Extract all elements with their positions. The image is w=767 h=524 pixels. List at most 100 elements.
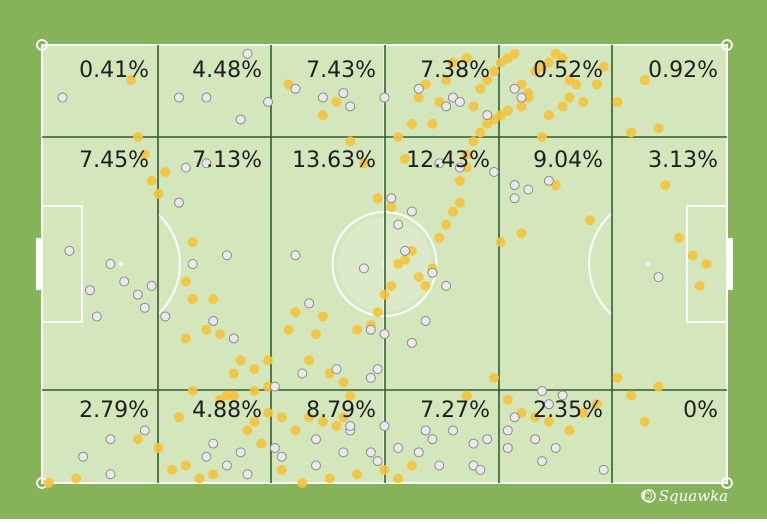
touch-dot-grey: [400, 245, 411, 256]
touch-dot-grey: [406, 206, 417, 217]
touch-dot-yellow: [249, 386, 260, 397]
zone-percentage-label: 2.35%: [533, 398, 603, 423]
touch-dot-yellow: [194, 473, 205, 484]
touch-dot-grey: [420, 425, 431, 436]
touch-dot-grey: [84, 285, 95, 296]
touch-dot-grey: [221, 250, 232, 261]
left-goal: [36, 238, 42, 290]
touch-dot-grey: [509, 193, 520, 204]
touch-dot-yellow: [427, 118, 438, 129]
touch-dot-yellow: [379, 464, 390, 475]
touch-dot-grey: [434, 460, 445, 471]
touch-dot-grey: [187, 259, 198, 269]
zone-percentage-label: 0.52%: [533, 58, 603, 83]
zone-percentage-label: 0.41%: [79, 58, 149, 83]
touch-dot-grey: [550, 442, 561, 453]
touch-dot-yellow: [482, 75, 493, 86]
touch-dot-yellow: [537, 131, 548, 142]
touch-dot-grey: [269, 381, 280, 392]
touch-dot-grey: [139, 302, 150, 313]
zone-percentage-label: 7.13%: [192, 148, 262, 173]
touch-dot-yellow: [543, 110, 554, 121]
touch-dot-grey: [543, 399, 554, 410]
touch-dot-grey: [242, 48, 253, 59]
touch-dot-yellow: [441, 219, 452, 230]
corner-marker: [36, 39, 48, 51]
touch-dot-yellow: [317, 311, 328, 322]
touch-dot-grey: [358, 263, 369, 274]
touch-dot-yellow: [153, 442, 164, 453]
zone-percentage-label: 7.45%: [79, 148, 149, 173]
touch-dot-yellow: [187, 294, 198, 305]
touch-dot-yellow: [338, 377, 349, 388]
touch-dot-grey: [379, 92, 390, 103]
zone-percentage-label: 2.79%: [79, 398, 149, 423]
touch-dot-yellow: [406, 118, 417, 129]
touch-dot-grey: [208, 315, 219, 326]
touch-dot-yellow: [571, 79, 582, 90]
touch-dot-yellow: [331, 421, 342, 432]
touch-dot-grey: [427, 267, 438, 278]
touch-dot-grey: [276, 451, 287, 462]
zone-percentage-label: 0.92%: [648, 58, 718, 83]
touch-dot-grey: [174, 92, 184, 103]
touch-dot-grey: [304, 298, 315, 309]
touch-dot-yellow: [338, 412, 349, 423]
touch-dot-yellow: [413, 272, 424, 283]
touch-dot-grey: [91, 311, 102, 322]
touch-dot-yellow: [461, 390, 472, 401]
touch-dot-grey: [420, 315, 431, 326]
touch-dot-grey: [427, 434, 438, 445]
touch-dot-yellow: [43, 478, 54, 488]
touch-dot-yellow: [420, 280, 431, 291]
touch-dot-yellow: [372, 307, 383, 318]
touch-dot-yellow: [297, 478, 308, 488]
touch-dot-yellow: [304, 355, 315, 366]
touch-dot-yellow: [441, 75, 452, 86]
touch-dot-yellow: [228, 390, 239, 401]
touch-dot-grey: [509, 412, 520, 423]
touch-dot-yellow: [153, 188, 164, 199]
touch-dot-grey: [537, 386, 548, 397]
touch-dot-yellow: [352, 324, 363, 335]
right-penalty-spot: [646, 262, 650, 266]
touch-dot-yellow: [406, 460, 417, 471]
right-penalty-arc: [588, 213, 612, 315]
touch-dot-grey: [530, 434, 541, 445]
touch-dot-yellow: [660, 180, 671, 191]
touch-dot-yellow: [283, 324, 294, 335]
touch-dot-yellow: [448, 206, 458, 217]
touch-dot-yellow: [276, 412, 287, 423]
touch-dot-yellow: [475, 127, 486, 138]
touch-dot-yellow: [557, 101, 568, 112]
touch-dot-grey: [386, 193, 397, 204]
touch-dot-yellow: [516, 101, 527, 112]
touch-dot-yellow: [674, 232, 685, 243]
touch-dot-yellow: [187, 237, 198, 248]
touch-dot-grey: [201, 158, 212, 169]
touch-dot-yellow: [413, 92, 424, 103]
touch-dot-yellow: [331, 96, 342, 107]
watermark-text: © Squawka: [639, 487, 728, 505]
touch-dot-yellow: [215, 329, 226, 340]
touch-dot-grey: [263, 96, 274, 107]
touch-dot-yellow: [126, 75, 137, 86]
touch-dot-grey: [372, 364, 383, 375]
touch-dot-yellow: [502, 394, 513, 405]
touch-dot-grey: [448, 425, 458, 436]
touch-dot-yellow: [393, 131, 404, 142]
touch-dot-grey: [174, 197, 184, 208]
touch-dot-yellow: [263, 381, 274, 392]
touch-dot-grey: [201, 92, 212, 103]
touch-dot-yellow: [256, 438, 267, 449]
touch-dot-yellow: [461, 53, 472, 64]
touch-dot-yellow: [530, 412, 541, 423]
touch-dot-yellow: [461, 162, 472, 173]
touch-dot-grey: [557, 390, 568, 401]
zone-percentage-label: 7.27%: [420, 398, 490, 423]
touch-dot-grey: [365, 447, 376, 458]
touch-dot-grey: [105, 259, 116, 269]
touch-dot-grey: [516, 92, 527, 103]
touch-dot-yellow: [612, 96, 623, 107]
